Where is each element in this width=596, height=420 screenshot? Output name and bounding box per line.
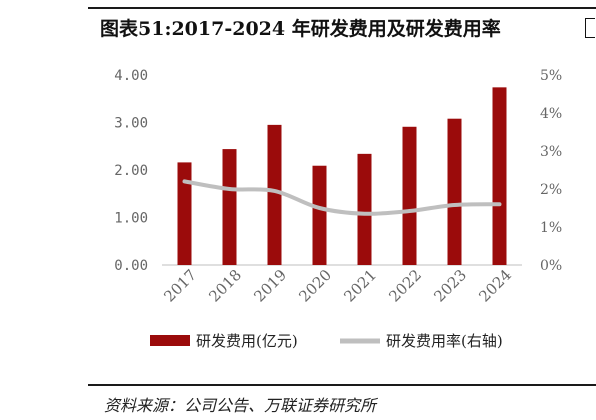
bar-2017 xyxy=(177,162,192,265)
x-tick-label: 2022 xyxy=(385,266,425,306)
left-tick-label: 1.00 xyxy=(114,211,148,227)
right-axis-ticks: 0% 1% 2% 3% 4% 5% xyxy=(540,68,562,274)
x-tick-label: 2017 xyxy=(160,266,200,306)
bar-line-chart: 0.001.002.003.004.00 0%1%2%3%4%5% 2017 20… xyxy=(114,68,562,350)
bar-2022 xyxy=(402,126,417,266)
bar-series xyxy=(177,87,507,266)
x-tick-label: 2018 xyxy=(205,266,245,306)
right-tick-label: 5% xyxy=(540,68,562,84)
edge-bracket xyxy=(585,18,595,38)
left-tick-label: 4.00 xyxy=(114,68,148,84)
source-rule xyxy=(88,384,596,386)
rate-line xyxy=(182,179,502,216)
right-tick-label: 4% xyxy=(540,106,562,122)
bar-2018 xyxy=(222,149,237,265)
bar-2019 xyxy=(267,124,282,265)
left-axis-ticks: 0.00 1.00 2.00 3.00 4.00 xyxy=(114,68,148,274)
x-tick-label: 2019 xyxy=(250,266,290,306)
x-tick-label: 2024 xyxy=(475,266,515,306)
source-note: 资料来源：公司公告、万联证券研究所 xyxy=(104,396,377,415)
x-tick-label: 2021 xyxy=(340,266,380,306)
bar-2021 xyxy=(357,153,372,265)
right-tick-label: 0% xyxy=(540,258,562,274)
right-tick-label: 1% xyxy=(540,220,562,236)
left-tick-label: 2.00 xyxy=(114,163,148,179)
right-tick-label: 2% xyxy=(540,182,562,198)
chart-title: 图表51:2017-2024 年研发费用及研发费用率 xyxy=(100,18,501,40)
right-tick-label: 3% xyxy=(540,144,562,160)
legend-label-line: 研发费用率(右轴) xyxy=(386,332,503,350)
bar-2020 xyxy=(312,165,327,265)
x-axis-labels: 2017 2018 2019 2020 2021 2022 2023 2024 xyxy=(160,266,515,306)
x-tick-label: 2023 xyxy=(430,266,470,306)
legend-label-bar: 研发费用(亿元) xyxy=(196,332,298,350)
left-tick-label: 0.00 xyxy=(114,258,148,274)
x-tick-label: 2020 xyxy=(295,266,335,306)
bar-2024 xyxy=(492,87,507,265)
bar-2023 xyxy=(447,118,462,265)
title-rule xyxy=(88,7,596,9)
legend-swatch-bar xyxy=(150,335,190,346)
left-tick-label: 3.00 xyxy=(114,116,148,132)
